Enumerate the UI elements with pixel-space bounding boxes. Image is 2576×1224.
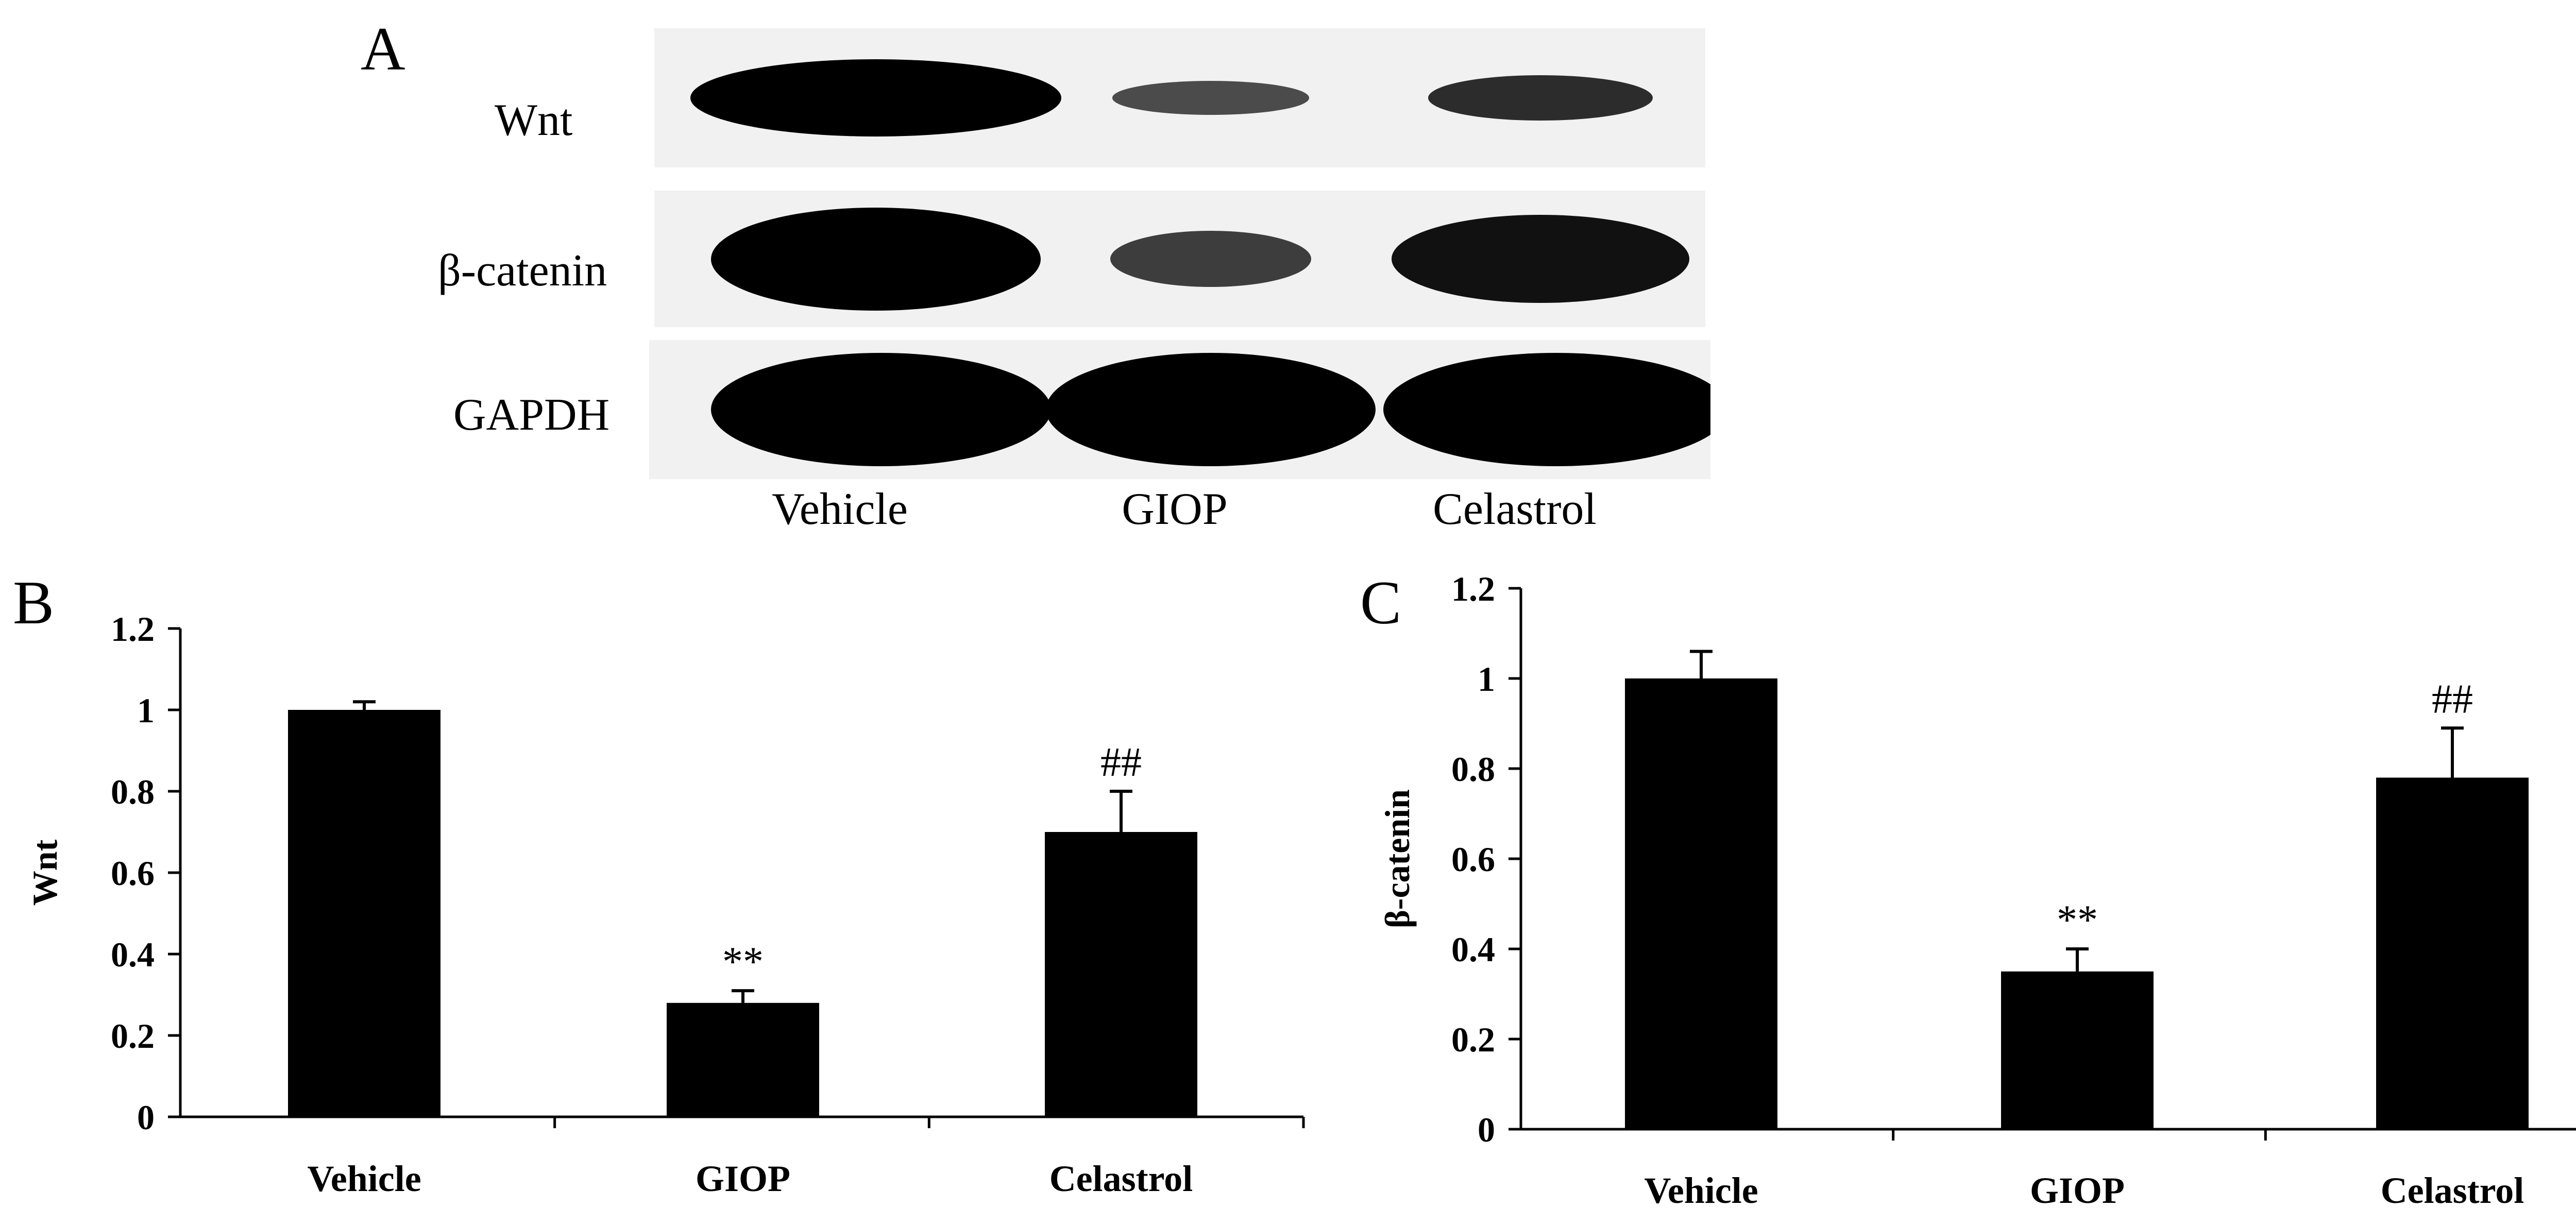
blot-label-beta-catenin: β-catenin bbox=[438, 246, 607, 296]
c-category-label: GIOP bbox=[2030, 1170, 2125, 1211]
b-y-tick-label: 1.2 bbox=[111, 609, 155, 649]
c-y-tick-label: 0.8 bbox=[1451, 750, 1495, 789]
c-y-tick-label: 0.4 bbox=[1451, 930, 1495, 969]
band-wnt-vehicle bbox=[690, 59, 1061, 137]
c-category-label: Celastrol bbox=[2381, 1170, 2524, 1211]
b-y-tick-label: 0 bbox=[137, 1098, 155, 1137]
c-significance-label: ** bbox=[2057, 897, 2098, 943]
c-bar-vehicle bbox=[1625, 678, 1777, 1129]
blot-strip-beta-catenin bbox=[654, 191, 1705, 327]
c-y-tick-label: 1 bbox=[1478, 659, 1495, 699]
lane-label-vehicle: Vehicle bbox=[772, 484, 908, 534]
b-category-label: Celastrol bbox=[1049, 1158, 1193, 1199]
panel-b-letter: B bbox=[13, 568, 55, 637]
c-y-tick-label: 1.2 bbox=[1451, 569, 1495, 608]
lane-label-giop: GIOP bbox=[1122, 484, 1228, 534]
band-beta-catenin-celastrol bbox=[1391, 214, 1689, 303]
c-category-label: Vehicle bbox=[1644, 1170, 1758, 1211]
b-y-tick-label: 0.6 bbox=[111, 854, 155, 893]
band-beta-catenin-giop bbox=[1110, 230, 1312, 287]
band-wnt-giop bbox=[1112, 81, 1309, 115]
panel-c-letter: C bbox=[1360, 568, 1402, 637]
panel-a-letter: A bbox=[361, 14, 405, 83]
b-category-label: GIOP bbox=[696, 1158, 790, 1199]
c-y-axis-label: β-catenin bbox=[1378, 789, 1417, 928]
blot-label-gapdh: GAPDH bbox=[453, 390, 610, 440]
b-bar-celastrol bbox=[1045, 832, 1197, 1117]
b-category-label: Vehicle bbox=[307, 1158, 421, 1199]
b-y-axis-label: Wnt bbox=[25, 839, 64, 906]
blot-strip-wnt bbox=[654, 28, 1705, 167]
c-bar-giop bbox=[2001, 971, 2154, 1129]
c-y-tick-label: 0 bbox=[1478, 1110, 1495, 1149]
band-gapdh-celastrol bbox=[1383, 353, 1710, 466]
b-y-tick-label: 0.2 bbox=[111, 1016, 155, 1056]
band-beta-catenin-vehicle bbox=[711, 207, 1041, 311]
b-bar-vehicle bbox=[288, 710, 440, 1117]
b-y-tick-label: 0.4 bbox=[111, 935, 155, 974]
band-gapdh-giop bbox=[1046, 353, 1376, 466]
b-significance-label: ## bbox=[1100, 740, 1142, 785]
b-significance-label: ** bbox=[722, 939, 764, 984]
c-significance-label: ## bbox=[2432, 676, 2473, 722]
c-y-tick-label: 0.2 bbox=[1451, 1020, 1495, 1059]
band-gapdh-vehicle bbox=[711, 353, 1051, 466]
band-wnt-celastrol bbox=[1428, 75, 1653, 121]
c-bar-celastrol bbox=[2376, 777, 2529, 1129]
b-bar-giop bbox=[667, 1002, 819, 1117]
lane-label-celastrol: Celastrol bbox=[1433, 484, 1597, 534]
b-y-tick-label: 1 bbox=[137, 691, 155, 730]
blot-strip-gapdh bbox=[649, 340, 1710, 479]
b-y-tick-label: 0.8 bbox=[111, 772, 155, 811]
c-y-tick-label: 0.6 bbox=[1451, 840, 1495, 879]
blot-label-wnt: Wnt bbox=[495, 95, 573, 145]
